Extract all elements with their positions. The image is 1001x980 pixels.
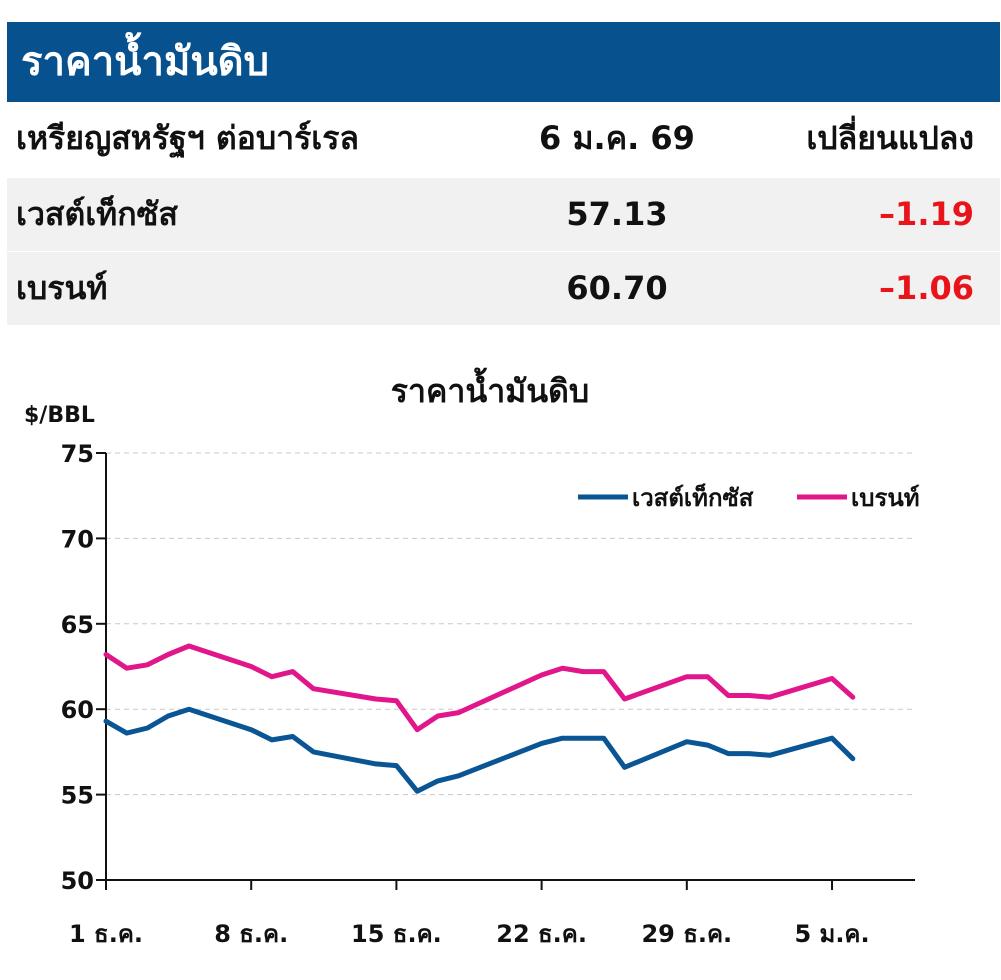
- row-name-brent: เบรนท์: [16, 269, 108, 307]
- x-tick-label: 22 ธ.ค.: [496, 920, 587, 948]
- y-tick-label: 55: [61, 782, 94, 810]
- y-axis-ticks: 50 55 60 65 70 75: [61, 440, 106, 895]
- chart-axes: [105, 453, 915, 881]
- y-tick-label: 60: [61, 696, 94, 724]
- column-header-change: เปลี่ยนแปลง: [806, 119, 974, 157]
- column-header-date: 6 ม.ค. 69: [539, 119, 695, 157]
- y-tick-label: 75: [61, 440, 94, 468]
- oil-price-chart: ราคาน้ำมันดิบ $/BBL 50 55 60 65 70 75 1 ธ.ค. 8…: [24, 367, 920, 948]
- row-price-brent: 60.70: [566, 269, 668, 307]
- column-header-unit: เหรียญสหรัฐฯ ต่อบาร์เรล: [16, 119, 360, 157]
- x-tick-label: 5 ม.ค.: [794, 920, 869, 948]
- x-tick-label: 15 ธ.ค.: [351, 920, 442, 948]
- y-axis-unit-label: $/BBL: [24, 403, 95, 428]
- chart-grid: [106, 452, 915, 796]
- series-line-0: [103, 706, 856, 794]
- y-tick-label: 65: [61, 611, 94, 639]
- x-tick-label: 8 ธ.ค.: [214, 920, 288, 948]
- x-axis-ticks: 1 ธ.ค. 8 ธ.ค. 15 ธ.ค. 22 ธ.ค. 29 ธ.ค. 5 ม.ค.: [69, 880, 870, 948]
- series-line-1: [103, 643, 856, 733]
- y-tick-label: 70: [61, 525, 94, 553]
- row-name-wti: เวสต์เท็กซัส: [16, 195, 178, 233]
- row-price-wti: 57.13: [566, 195, 668, 233]
- y-tick-label: 50: [61, 867, 94, 895]
- x-tick-label: 29 ธ.ค.: [641, 920, 732, 948]
- chart-legend: เวสต์เท็กซัส เบรนท์: [578, 483, 920, 512]
- x-tick-label: 1 ธ.ค.: [69, 920, 143, 948]
- row-change-wti: –1.19: [879, 195, 974, 233]
- table-row: เบรนท์ 60.70 –1.06: [7, 252, 1000, 325]
- legend-label-0: เวสต์เท็กซัส: [632, 483, 754, 512]
- chart-series: [103, 643, 856, 794]
- page-title: ราคาน้ำมันดิบ: [7, 22, 1000, 102]
- row-change-brent: –1.06: [879, 269, 974, 307]
- table-header-row: เหรียญสหรัฐฯ ต่อบาร์เรล 6 ม.ค. 69 เปลี่ย…: [7, 102, 1000, 175]
- table-row: เวสต์เท็กซัส 57.13 –1.19: [7, 178, 1000, 251]
- legend-label-1: เบรนท์: [851, 484, 920, 512]
- chart-title: ราคาน้ำมันดิบ: [391, 367, 589, 410]
